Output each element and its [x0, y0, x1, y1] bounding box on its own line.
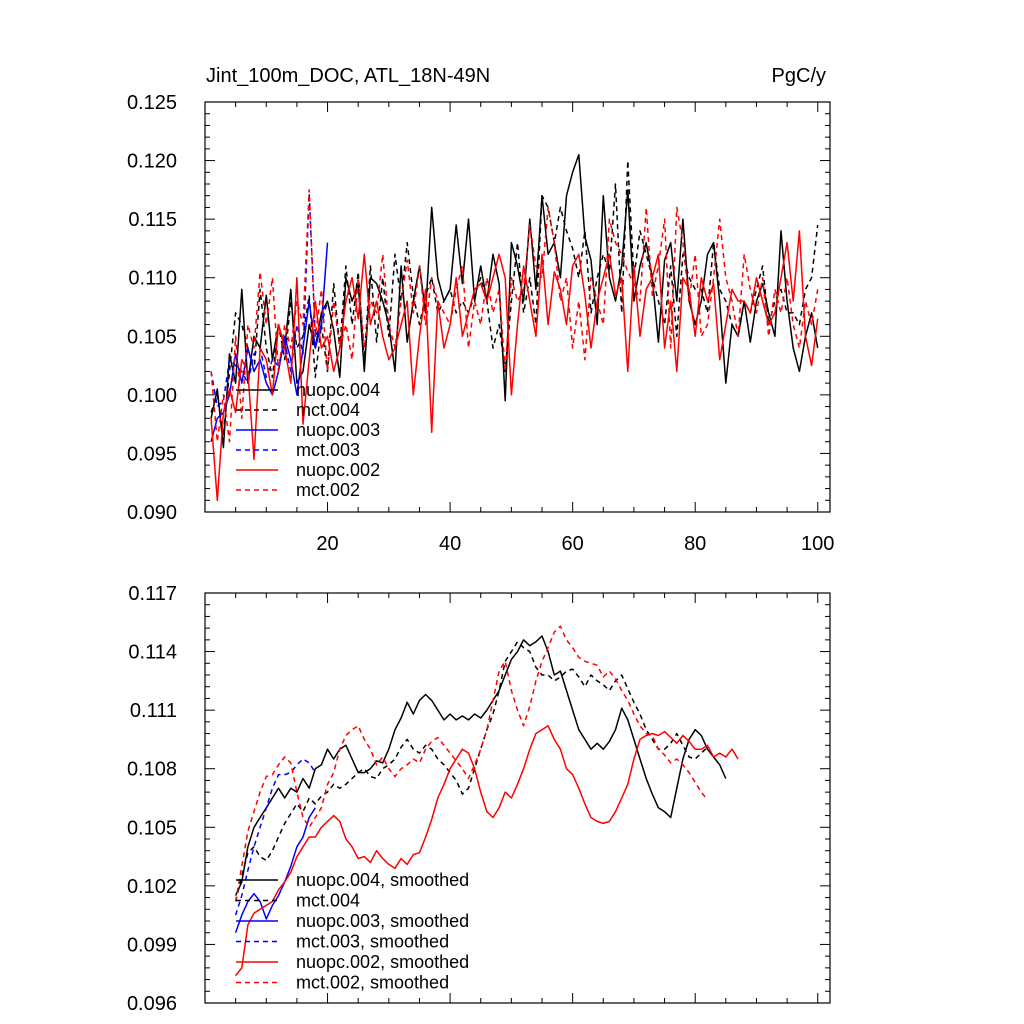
legend-label: mct.004: [296, 891, 360, 911]
series-line-nuopc-003: [210, 242, 329, 442]
legend-label: mct.003, smoothed: [296, 932, 449, 952]
plot-frame: [204, 101, 831, 513]
series-line-mct-003: [210, 192, 329, 408]
y-tick-label: 0.095: [127, 443, 177, 465]
top-panel: 20 40 60 80 100 0.090 0.095 0.100 0.105 0.110 0.11…: [127, 92, 834, 555]
series-line-mct-002-smoothed: [234, 625, 709, 902]
units-label: PgC/y: [772, 65, 826, 87]
x-tick-label: 80: [684, 533, 706, 555]
y-tick-label: 0.125: [127, 92, 177, 114]
y-tick-label: 0.090: [127, 502, 177, 524]
y-tick-label: 0.105: [127, 817, 177, 839]
legend-label: mct.003: [296, 440, 360, 460]
x-tick-label: 60: [562, 533, 584, 555]
y-tick-label: 0.114: [128, 642, 177, 664]
legend-label: nuopc.002: [296, 460, 380, 480]
series-line-mct-002: [210, 189, 819, 443]
series-line-mct-004: [234, 641, 709, 902]
legend-label: nuopc.004, smoothed: [296, 870, 469, 890]
x-tick-label: 40: [439, 533, 461, 555]
y-tick-label: 0.117: [128, 583, 177, 605]
x-tick-label: 20: [316, 533, 338, 555]
y-tick-label: 0.105: [127, 326, 177, 348]
series-line-nuopc-002-smoothed: [235, 725, 739, 977]
y-tick-label: 0.096: [127, 993, 177, 1015]
x-tick-label: 100: [801, 533, 834, 555]
y-tick-label: 0.120: [127, 151, 177, 173]
y-tick-label: 0.100: [127, 385, 177, 407]
legend-label: nuopc.003: [296, 420, 380, 440]
y-tick-label: 0.111: [130, 700, 177, 722]
chart-title: Jint_100m_DOC, ATL_18N-49N: [206, 65, 490, 87]
y-tick-label: 0.110: [128, 268, 177, 290]
series-line-mct-003-smoothed: [234, 758, 316, 916]
legend-label: mct.002: [296, 480, 360, 500]
legend-label: nuopc.002, smoothed: [296, 952, 469, 972]
y-tick-label: 0.099: [127, 934, 177, 956]
legend-label: mct.002, smoothed: [296, 973, 449, 993]
series-line-nuopc-002: [210, 230, 819, 502]
legend-label: nuopc.003, smoothed: [296, 911, 469, 931]
legend-label: nuopc.004: [296, 380, 380, 400]
y-tick-label: 0.115: [128, 209, 177, 231]
y-tick-label: 0.108: [127, 759, 177, 781]
bottom-panel: 0.096 0.099 0.102 0.105 0.108 0.111 0.114 0.117…: [127, 583, 831, 1015]
plot-frame: [204, 592, 831, 1004]
legend-label: mct.004: [296, 400, 360, 420]
series-line-nuopc-004-smoothed: [234, 635, 727, 896]
y-tick-label: 0.102: [127, 876, 177, 898]
